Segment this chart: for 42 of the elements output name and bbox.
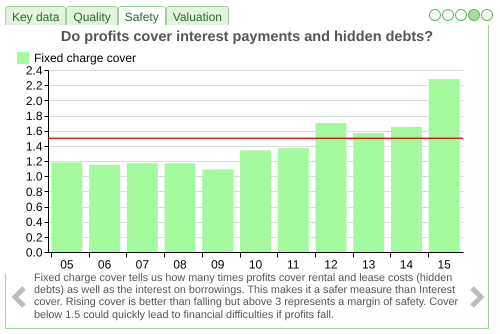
x-tick-label: 09 xyxy=(211,258,225,272)
y-tick-label: 0.6 xyxy=(26,200,43,214)
y-tick-label: 0.2 xyxy=(26,230,43,244)
y-tick-label: 1.8 xyxy=(26,109,43,123)
bar xyxy=(202,169,234,252)
y-tick-label: 1.2 xyxy=(26,154,43,168)
bar xyxy=(428,79,460,252)
bar xyxy=(390,126,422,252)
bar xyxy=(240,150,271,252)
x-tick-label: 15 xyxy=(437,258,452,272)
x-tick-label: 11 xyxy=(286,258,300,272)
text: Key data xyxy=(5,6,66,26)
bar xyxy=(278,148,309,252)
text: Fixed charge cover tells us how many times profits cover rental and lease costs (hidden debts) as well as the interest on borrowings. This makes it a safer measure than Interest cover. Rising cover is better than falling but above 3 represents a margin of safety. Cover below 1.5 could quickly lead to financial difficulties if profits fall. xyxy=(34,272,460,321)
y-tick-label: 0.4 xyxy=(26,215,43,230)
x-tick-label: 07 xyxy=(136,258,150,272)
y-tick-label: 1.6 xyxy=(26,124,43,138)
bar xyxy=(353,132,384,252)
text: Valuation xyxy=(166,6,229,26)
y-tick-label: 1.0 xyxy=(26,170,43,184)
x-tick-label: 12 xyxy=(324,258,338,272)
legend-label: Fixed charge cover xyxy=(34,51,136,65)
y-tick-label: 0.0 xyxy=(26,246,43,260)
x-tick-label: 14 xyxy=(400,258,414,272)
bar xyxy=(164,163,196,252)
x-tick-label: 08 xyxy=(173,258,188,272)
bar xyxy=(51,162,82,252)
y-tick-label: 2.0 xyxy=(26,94,43,108)
x-tick-label: 06 xyxy=(98,258,112,272)
x-tick-label: 10 xyxy=(248,258,262,272)
x-tick-label: 13 xyxy=(362,258,376,272)
y-tick-label: 2.2 xyxy=(26,78,43,93)
text: Safety xyxy=(118,6,166,27)
y-tick-label: 0.8 xyxy=(26,184,43,199)
bar xyxy=(126,163,158,252)
text: Quality xyxy=(66,6,118,26)
bar xyxy=(89,164,120,252)
bar xyxy=(315,123,346,252)
y-tick-label: 2.4 xyxy=(26,64,43,78)
x-tick-label: 05 xyxy=(60,258,74,272)
y-tick-label: 1.4 xyxy=(26,139,43,154)
chart-title: Do profits cover interest payments and hidden debts? xyxy=(60,29,434,45)
